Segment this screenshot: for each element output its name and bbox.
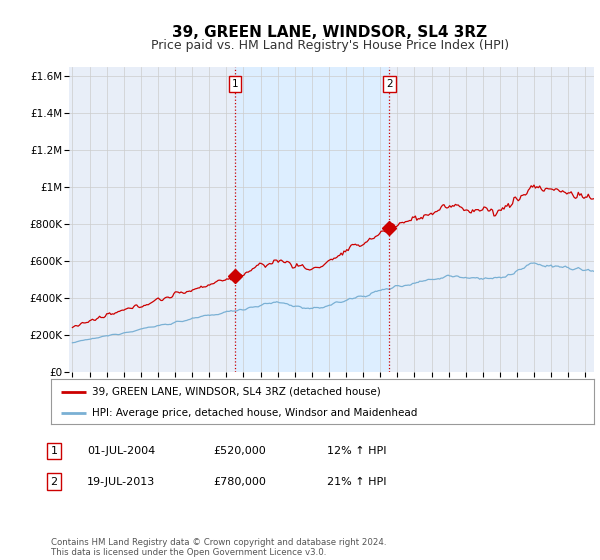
Text: 19-JUL-2013: 19-JUL-2013 (87, 477, 155, 487)
Text: 2: 2 (50, 477, 58, 487)
Text: 39, GREEN LANE, WINDSOR, SL4 3RZ (detached house): 39, GREEN LANE, WINDSOR, SL4 3RZ (detach… (92, 386, 380, 396)
Text: Contains HM Land Registry data © Crown copyright and database right 2024.
This d: Contains HM Land Registry data © Crown c… (51, 538, 386, 557)
Text: 12% ↑ HPI: 12% ↑ HPI (327, 446, 386, 456)
Bar (235, 67, 389, 372)
Text: Price paid vs. HM Land Registry's House Price Index (HPI): Price paid vs. HM Land Registry's House … (151, 39, 509, 52)
Text: 21% ↑ HPI: 21% ↑ HPI (327, 477, 386, 487)
Text: 1: 1 (50, 446, 58, 456)
Text: 39, GREEN LANE, WINDSOR, SL4 3RZ: 39, GREEN LANE, WINDSOR, SL4 3RZ (172, 25, 488, 40)
Text: HPI: Average price, detached house, Windsor and Maidenhead: HPI: Average price, detached house, Wind… (92, 408, 417, 418)
Text: £520,000: £520,000 (213, 446, 266, 456)
Text: 01-JUL-2004: 01-JUL-2004 (87, 446, 155, 456)
Text: 2: 2 (386, 79, 393, 89)
Text: £780,000: £780,000 (213, 477, 266, 487)
Text: 1: 1 (232, 79, 238, 89)
